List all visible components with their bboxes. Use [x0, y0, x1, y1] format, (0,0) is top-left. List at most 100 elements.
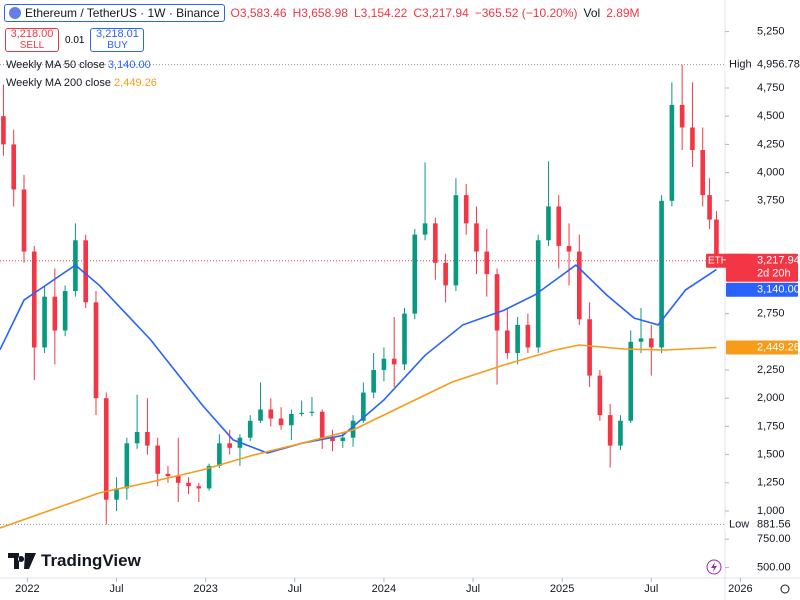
brand-name: TradingView — [41, 551, 141, 570]
candle-body — [618, 420, 623, 446]
header: Ethereum / TetherUS · 1W · Binance O3,58… — [4, 3, 640, 23]
ma-tag-label: 2,449.26 — [757, 341, 800, 353]
candle-body — [474, 223, 479, 252]
low-tag-name: Low — [729, 518, 749, 530]
last-price-box — [726, 253, 798, 282]
candle-body — [556, 206, 562, 246]
x-tick-label: 2022 — [15, 583, 39, 595]
volume-label: Vol — [583, 6, 601, 20]
legend-item: Weekly MA 50 close 3,140.00 — [6, 59, 151, 71]
y-tick-label: 4,750 — [757, 82, 785, 94]
legend-value: 3,140.00 — [107, 59, 151, 71]
candle-body — [463, 195, 469, 224]
candle-body — [299, 412, 304, 414]
buy-price: 3,218.01 — [96, 28, 139, 40]
candle-body — [628, 341, 634, 421]
symbol-box[interactable]: Ethereum / TetherUS · 1W · Binance — [4, 4, 225, 22]
ma-tag-box — [726, 282, 798, 297]
change: −365.52 (−10.20%) — [474, 6, 578, 20]
buy-button[interactable]: 3,218.01 BUY — [90, 28, 145, 52]
legend-item: Weekly MA 200 close 2,449.26 — [6, 77, 157, 89]
candle-body — [309, 411, 315, 413]
x-tick-label: Jul — [466, 583, 480, 595]
candle-body — [422, 223, 428, 235]
candle-body — [31, 251, 37, 348]
candle-body — [227, 443, 232, 448]
ma-line — [0, 264, 717, 454]
legend-name: Weekly MA 200 close — [6, 77, 111, 89]
candle-body — [648, 338, 654, 348]
symbol-icon — [9, 7, 21, 19]
candle-body — [175, 476, 181, 483]
chart-title: Ethereum / TetherUS · 1W · Binance — [25, 6, 220, 20]
candle-body — [402, 313, 407, 365]
candle-body — [268, 409, 274, 419]
candle-body — [83, 240, 89, 303]
ma-tag-label: 3,140.00 — [757, 284, 800, 296]
candle-body — [114, 488, 119, 500]
candle-body — [11, 144, 17, 190]
candle-body — [714, 219, 719, 261]
candle-body — [669, 104, 675, 201]
candle-body — [1, 116, 6, 145]
x-tick-label: 2024 — [372, 583, 396, 595]
candle-body — [453, 195, 459, 286]
candle-body — [525, 324, 531, 348]
ohlc-open: O3,583.46 — [230, 6, 287, 20]
candle-body — [597, 375, 603, 416]
y-tick-label: 4,500 — [757, 110, 785, 122]
candle-body — [577, 251, 582, 320]
y-tick-label: 1,500 — [757, 449, 785, 461]
ma-line — [0, 344, 717, 529]
y-tick-label: 1,000 — [757, 505, 785, 517]
candle-body — [42, 296, 47, 348]
candle-body — [638, 338, 644, 342]
candle-body — [145, 432, 150, 446]
x-tick-label: 2025 — [550, 583, 574, 595]
candle-body — [155, 445, 160, 474]
candle-body — [515, 324, 520, 354]
candle-body — [433, 223, 438, 263]
candle-body — [607, 415, 613, 446]
candle-body — [443, 262, 448, 286]
settings-icon — [780, 584, 790, 594]
high-tag-name: High — [729, 59, 752, 71]
candle-body — [206, 465, 212, 489]
candle-body — [391, 358, 397, 365]
candle-body — [62, 291, 68, 331]
candle-body — [289, 413, 294, 426]
candle-body — [505, 330, 510, 354]
y-tick-label: 750.00 — [757, 533, 791, 545]
buy-label: BUY — [107, 40, 128, 51]
y-tick-label: 2,250 — [757, 364, 785, 376]
ohlc-close: C3,217.94 — [413, 6, 469, 20]
candle-body — [546, 206, 551, 241]
candle-body — [165, 473, 171, 477]
candle-body — [361, 392, 366, 421]
candle-body — [186, 482, 191, 487]
x-tick-label: Jul — [288, 583, 302, 595]
candle-body — [494, 274, 500, 331]
candle-body — [52, 296, 58, 331]
candle-body — [217, 443, 222, 466]
sell-label: SELL — [19, 40, 45, 51]
candle-body — [587, 319, 592, 376]
brand: TradingView — [8, 551, 141, 571]
y-tick-label: 500.00 — [757, 561, 791, 573]
brand-logo — [8, 553, 36, 569]
y-tick-label: 4,250 — [757, 138, 785, 150]
candle-body — [258, 409, 263, 421]
sell-button[interactable]: 3,218.00 SELL — [5, 28, 59, 52]
high-tag-value: 4,956.78 — [757, 59, 800, 71]
candle-body — [103, 398, 109, 500]
y-tick-label: 5,250 — [757, 25, 785, 37]
ohlc-low: L3,154.22 — [353, 6, 408, 20]
low-tag-box — [725, 517, 800, 532]
x-tick-label: Jul — [110, 583, 124, 595]
candle-body — [690, 127, 695, 151]
candle-body — [412, 234, 418, 314]
y-tick-label: 3,750 — [757, 195, 785, 207]
candle-body — [535, 240, 541, 348]
